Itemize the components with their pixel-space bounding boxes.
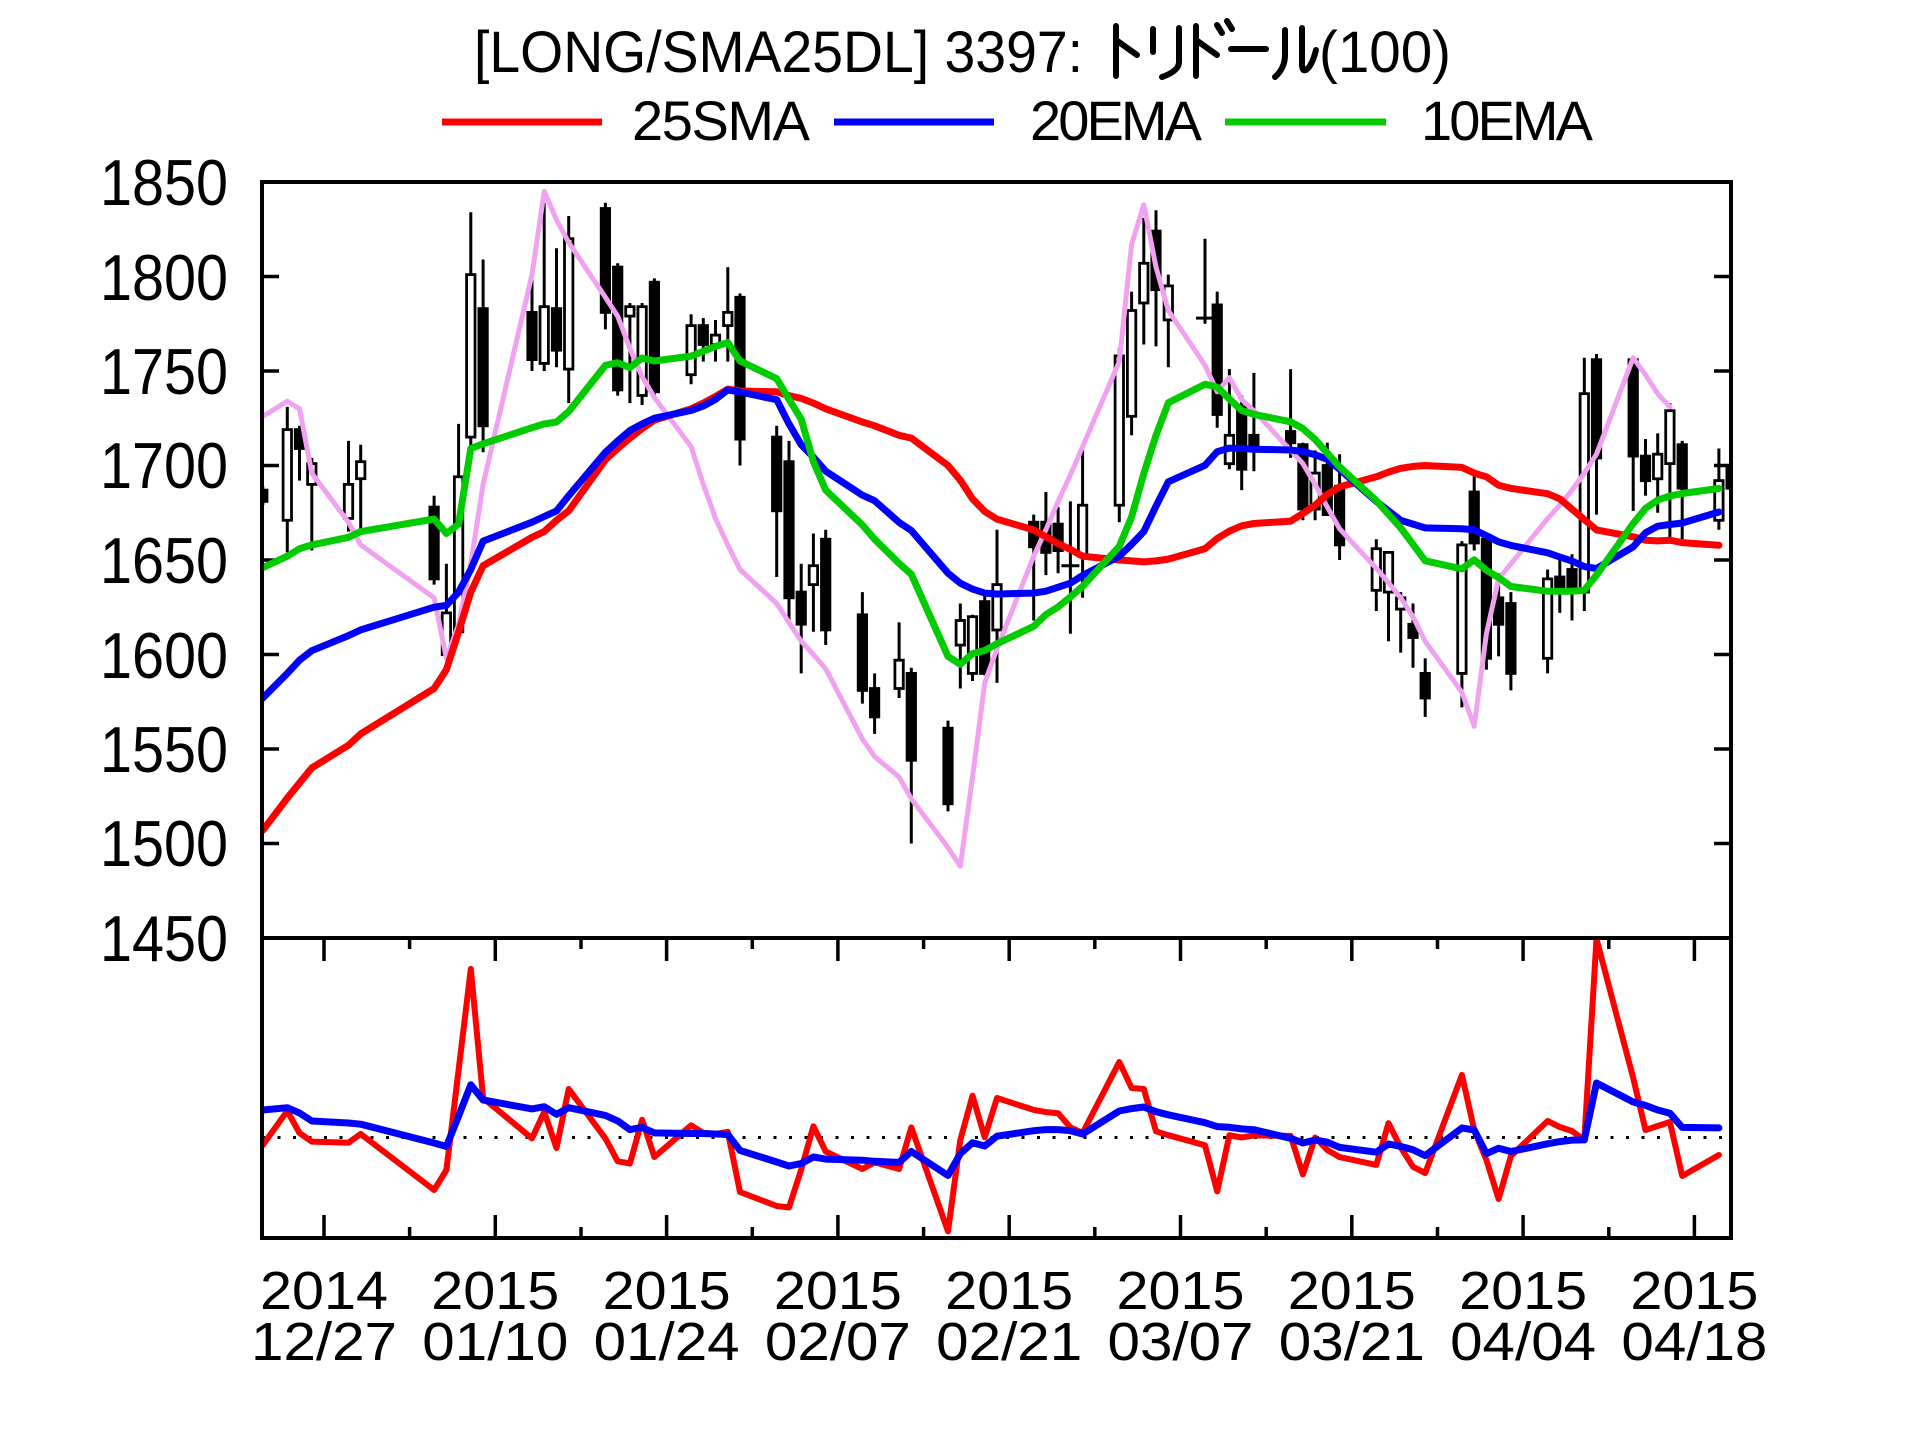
svg-text:02/07: 02/07 bbox=[765, 1312, 911, 1372]
svg-text:1450: 1450 bbox=[100, 902, 228, 975]
svg-text:1600: 1600 bbox=[100, 619, 228, 692]
svg-text:03/21: 03/21 bbox=[1279, 1312, 1425, 1372]
svg-text:2015: 2015 bbox=[774, 1261, 902, 1321]
svg-text:2015: 2015 bbox=[945, 1261, 1073, 1321]
svg-text:2015: 2015 bbox=[1459, 1261, 1587, 1321]
svg-text:[LONG/SMA25DL] 3397:: [LONG/SMA25DL] 3397: bbox=[474, 20, 1083, 85]
svg-text:2015: 2015 bbox=[603, 1261, 731, 1321]
svg-text:2015: 2015 bbox=[1630, 1261, 1758, 1321]
svg-text:10EMA: 10EMA bbox=[1421, 89, 1594, 152]
svg-text:1700: 1700 bbox=[100, 429, 228, 502]
svg-text:(100): (100) bbox=[1319, 20, 1451, 85]
svg-text:1650: 1650 bbox=[100, 524, 228, 597]
svg-text:2014: 2014 bbox=[260, 1261, 388, 1321]
svg-text:02/21: 02/21 bbox=[936, 1312, 1082, 1372]
svg-text:12/27: 12/27 bbox=[251, 1312, 397, 1372]
svg-text:2015: 2015 bbox=[1117, 1261, 1245, 1321]
svg-text:2015: 2015 bbox=[1288, 1261, 1416, 1321]
svg-text:25SMA: 25SMA bbox=[632, 89, 811, 152]
svg-text:1500: 1500 bbox=[100, 807, 228, 880]
svg-text:03/07: 03/07 bbox=[1108, 1312, 1254, 1372]
svg-text:04/04: 04/04 bbox=[1450, 1312, 1596, 1372]
svg-text:01/10: 01/10 bbox=[422, 1312, 568, 1372]
svg-text:2015: 2015 bbox=[431, 1261, 559, 1321]
svg-text:1800: 1800 bbox=[100, 241, 228, 314]
svg-text:1850: 1850 bbox=[100, 146, 228, 219]
svg-text:04/18: 04/18 bbox=[1621, 1312, 1767, 1372]
svg-text:20EMA: 20EMA bbox=[1030, 89, 1203, 152]
svg-text:1550: 1550 bbox=[100, 713, 228, 786]
svg-text:1750: 1750 bbox=[100, 335, 228, 408]
svg-text:01/24: 01/24 bbox=[594, 1312, 740, 1372]
